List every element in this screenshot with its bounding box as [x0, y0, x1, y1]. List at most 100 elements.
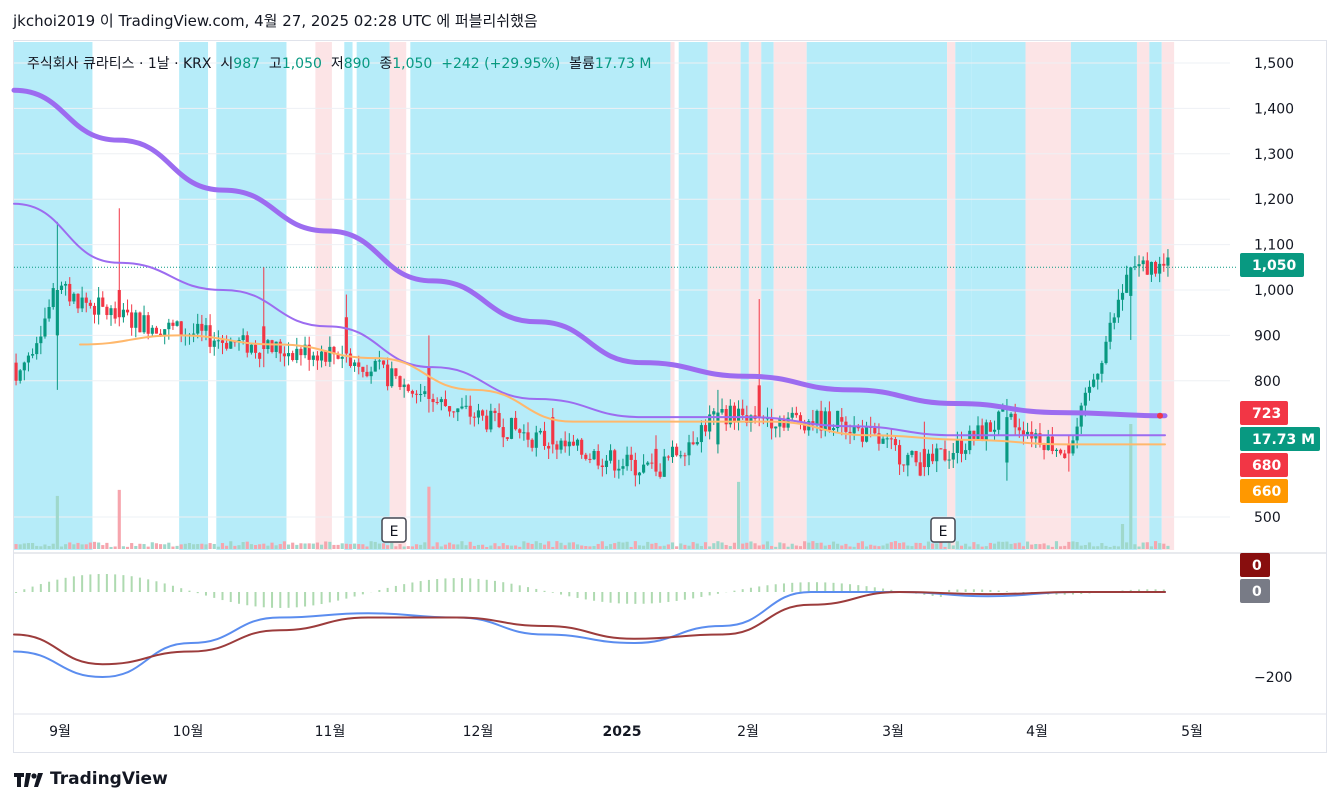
macd-hist-bar — [551, 592, 554, 593]
author[interactable]: jkchoi2019 — [13, 12, 96, 30]
volume-bar — [394, 546, 398, 549]
macd-hist-bar — [271, 592, 274, 608]
candle-body — [720, 409, 724, 413]
volume-bar — [291, 542, 295, 549]
candle-body — [138, 312, 142, 333]
macd-hist-bar — [31, 586, 34, 592]
volume-bar — [171, 546, 175, 549]
macd-hist-bar — [97, 574, 100, 592]
candle-body — [914, 450, 918, 463]
background-bands — [14, 42, 1175, 550]
macd-signal-badge: 0 — [1252, 584, 1262, 600]
candle-body — [1042, 444, 1046, 451]
candle-body — [336, 354, 340, 359]
macd-hist-bar — [807, 582, 810, 592]
volume-bar — [914, 542, 918, 549]
candle-body — [679, 455, 683, 457]
volume-bar — [14, 544, 18, 549]
volume-bar — [158, 544, 163, 549]
candle-body — [142, 315, 146, 333]
macd-hist-bar — [997, 590, 1000, 592]
volume-bar — [1042, 543, 1046, 549]
volume-bar — [336, 544, 340, 549]
volume-bar — [588, 546, 592, 549]
candle-body — [997, 411, 1001, 430]
volume-bar — [753, 543, 757, 549]
volume-bar — [959, 545, 964, 549]
volume-bar — [547, 541, 551, 549]
candle-body — [447, 406, 452, 412]
macd-hist-bar — [1005, 591, 1008, 592]
macd-hist-bar — [1022, 592, 1025, 593]
volume-bar — [258, 544, 262, 549]
candle-body — [1100, 363, 1104, 374]
volume-bar — [344, 543, 348, 549]
macd-hist-bar — [857, 585, 860, 592]
volume-bar — [146, 546, 150, 549]
candle-body — [1001, 408, 1005, 412]
chart-frame[interactable] — [13, 40, 1327, 753]
candle-body — [1083, 392, 1087, 406]
volume-bar — [898, 543, 902, 549]
volume-bar — [501, 543, 505, 549]
candle-body — [509, 417, 514, 439]
volume-bar — [357, 544, 361, 549]
volume-bar — [1116, 546, 1120, 549]
candle-body — [757, 385, 761, 418]
macd-hist-bar — [287, 592, 290, 608]
band-2 — [216, 42, 287, 550]
volume-bar — [708, 546, 712, 549]
volume-bar — [840, 545, 844, 549]
volume-bar — [369, 541, 373, 549]
ma-short-badge-bg — [1240, 479, 1288, 503]
candle-body — [1166, 257, 1170, 266]
candle-body — [642, 464, 646, 473]
candle-body — [220, 340, 225, 343]
candle-body — [609, 450, 613, 461]
macd-hist-bar — [659, 592, 662, 603]
candle-body — [951, 452, 955, 460]
candle-body — [51, 288, 55, 308]
candle-body — [902, 464, 906, 466]
candle-body — [1021, 430, 1026, 436]
candle-body — [1104, 341, 1108, 364]
candle-body — [1116, 299, 1120, 318]
macd-hist-bar — [642, 592, 645, 604]
tradingview-logo[interactable]: TradingView — [14, 769, 168, 789]
legend-symbol[interactable]: 주식회사 큐라티스 · 1날 · KRX — [27, 56, 212, 72]
macd-hist-bar — [361, 592, 364, 595]
candle-body — [959, 440, 964, 454]
volume-bar — [650, 543, 654, 549]
volume-bar — [968, 546, 972, 549]
volume-bar — [208, 543, 212, 549]
macd-hist-bar — [527, 587, 530, 592]
volume-bar — [658, 546, 662, 549]
macd-hist-bar — [130, 576, 133, 592]
macd-hist-bar — [692, 592, 695, 599]
volume-bar — [803, 541, 807, 549]
volume-bar — [790, 543, 794, 549]
site-name[interactable]: TradingView.com, — [118, 12, 250, 30]
volume-bar — [18, 544, 22, 549]
volume-bar — [262, 543, 266, 549]
candle-body — [654, 448, 658, 472]
candle-body — [348, 353, 353, 366]
candle-body — [699, 425, 703, 443]
volume-bar — [472, 545, 476, 549]
volume-bar — [571, 542, 575, 549]
macd-hist-bar — [469, 578, 472, 592]
legend-volume-label: 볼륨 — [569, 56, 595, 72]
volume-bar — [662, 545, 666, 549]
macd-hist-bar — [675, 592, 678, 601]
macd-hist-bar — [593, 592, 596, 601]
macd-hist-bar — [774, 584, 777, 592]
volume-bar — [514, 545, 518, 549]
macd-hist-bar — [138, 577, 141, 592]
candle-body — [1054, 449, 1059, 452]
volume-bar — [299, 543, 303, 549]
volume-bar — [121, 546, 125, 549]
candle-body — [270, 340, 274, 352]
candle-body — [216, 340, 220, 342]
volume-bar — [955, 541, 959, 549]
